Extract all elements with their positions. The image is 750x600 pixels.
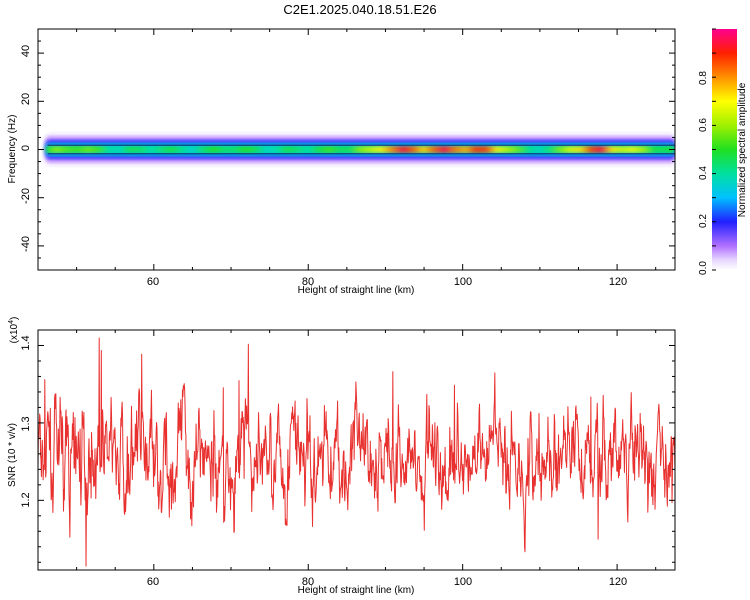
spectrogram-y-tick-neg40: -40 — [20, 236, 32, 252]
figure-title: C2E1.2025.040.18.51.E26 — [283, 2, 436, 17]
colorbar-tick-0.6: 0.6 — [698, 118, 709, 132]
spectrogram-y-tick-40: 40 — [20, 45, 32, 57]
snr-y-tick-1.3: 1.3 — [20, 416, 32, 431]
snr-y-tick-1.2: 1.2 — [20, 492, 32, 507]
colorbar-tick-0.4: 0.4 — [698, 166, 709, 180]
colorbar-ticks — [712, 28, 716, 271]
snr-series-line — [38, 337, 675, 567]
spectrogram-x-label: Height of straight line (km) — [298, 285, 415, 296]
colorbar-gradient — [712, 29, 737, 270]
snr-x-tick-100: 100 — [454, 576, 472, 588]
snr-panel: 60 80 100 120 1.4 1.3 1.2 Height of stra… — [7, 317, 676, 596]
snr-x-tick-120: 120 — [609, 576, 627, 588]
spectrogram-y-tick-0: 0 — [20, 145, 32, 151]
spectrogram-y-label: Frequency (Hz) — [7, 115, 18, 184]
colorbar-label: Normalized spectral amplitude — [737, 82, 748, 217]
snr-y-label: SNR (10 * v/v) — [7, 423, 18, 487]
spectrogram-level-4 — [45, 146, 675, 153]
colorbar-tick-0.2: 0.2 — [698, 214, 709, 228]
spectrogram-x-tick-60: 60 — [147, 276, 159, 288]
snr-y-tick-1.4: 1.4 — [20, 335, 32, 350]
snr-x-tick-80: 80 — [302, 576, 314, 588]
snr-x-tick-60: 60 — [147, 576, 159, 588]
spectrogram-x-tick-100: 100 — [454, 276, 472, 288]
colorbar: 0.0 0.2 0.4 0.6 0.8 Normalized spectral … — [698, 28, 748, 275]
snr-ticks — [37, 329, 675, 570]
snr-x-label: Height of straight line (km) — [298, 585, 415, 596]
spectrogram-panel: 60 80 100 120 40 20 0 -20 -40 Height of … — [7, 28, 676, 296]
spectrogram-y-tick-20: 20 — [20, 93, 32, 105]
spectrogram-x-tick-80: 80 — [302, 276, 314, 288]
colorbar-tick-0.8: 0.8 — [698, 71, 709, 85]
spectrogram-ticks — [37, 28, 675, 271]
spectrogram-x-tick-120: 120 — [609, 276, 627, 288]
spectrogram-y-tick-neg20: -20 — [20, 188, 32, 204]
spectrogram-band — [45, 133, 675, 166]
snr-y-multiplier: (x104) — [8, 317, 20, 344]
colorbar-tick-0: 0.0 — [698, 261, 709, 275]
snr-frame — [37, 329, 676, 571]
